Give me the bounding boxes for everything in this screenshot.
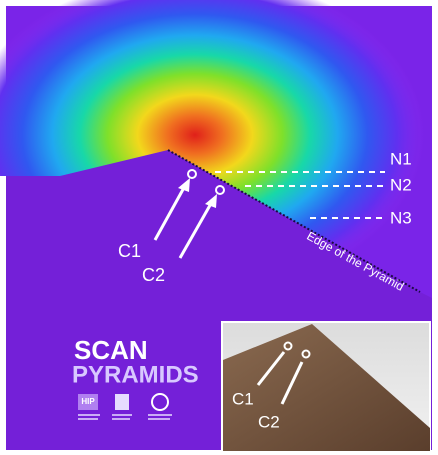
level-lines (215, 171, 385, 219)
inset-photo: C1 C2 (221, 321, 431, 453)
level-label: N3 (390, 208, 412, 227)
cavity-markers (153, 169, 225, 259)
level-label: N1 (390, 149, 412, 168)
edge-line (167, 149, 421, 293)
inset-label: C2 (258, 412, 280, 431)
logo-badge (78, 394, 98, 410)
logo-fineprint (78, 414, 172, 420)
logo-line1: SCAN (74, 335, 148, 365)
cavity-label: C1 (118, 241, 141, 261)
inset-label: C1 (232, 389, 254, 408)
logo-emblem (115, 394, 129, 410)
logo-seal (151, 393, 169, 411)
level-label: N2 (390, 175, 412, 194)
logo-line2: PYRAMIDS (72, 361, 199, 388)
cavity-label: C2 (142, 265, 165, 285)
badge-text: HIP (81, 397, 95, 406)
